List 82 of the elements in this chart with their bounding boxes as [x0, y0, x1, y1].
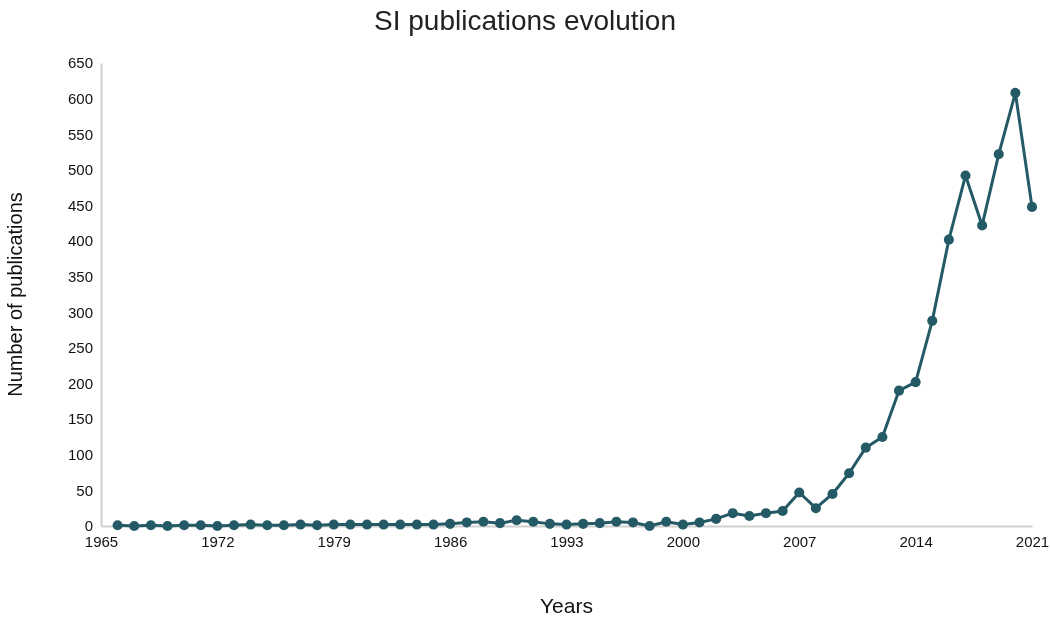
point: [278, 520, 289, 531]
point: [727, 508, 738, 519]
y-tick-label: 650: [67, 54, 93, 72]
y-tick-label: 200: [67, 374, 93, 392]
point: [794, 487, 805, 498]
y-tick-label: 250: [67, 339, 93, 357]
point: [145, 520, 156, 531]
point: [893, 385, 905, 396]
point: [810, 503, 821, 514]
point: [677, 519, 688, 530]
point: [1026, 201, 1038, 212]
point: [578, 518, 589, 529]
x-tick-label: 2000: [666, 532, 701, 550]
point: [312, 520, 323, 531]
y-tick-label: 550: [67, 125, 93, 143]
point: [445, 518, 456, 529]
y-tick-label: 150: [67, 410, 93, 428]
point: [162, 520, 173, 532]
point: [395, 519, 406, 530]
point: [328, 519, 339, 530]
point: [611, 516, 622, 527]
point: [927, 315, 938, 326]
point: [461, 517, 472, 528]
point: [478, 516, 489, 527]
x-tick-label: 1972: [201, 532, 235, 550]
point: [711, 513, 722, 524]
x-tick-label: 1993: [550, 532, 584, 550]
point: [977, 220, 988, 231]
point: [910, 377, 921, 388]
y-tick-label: 450: [67, 196, 93, 214]
chart-title: SI publications evolution: [374, 5, 676, 36]
point: [960, 170, 971, 181]
point: [661, 516, 672, 527]
point: [844, 468, 855, 479]
x-tick-label: 1965: [84, 532, 119, 550]
x-tick-label: 2021: [1015, 532, 1050, 550]
y-tick-label: 500: [67, 161, 93, 179]
point: [411, 519, 422, 530]
point: [827, 488, 838, 499]
x-tick-label: 1979: [317, 532, 351, 550]
point: [993, 149, 1004, 160]
y-tick-label: 0: [84, 517, 93, 535]
y-tick-label: 300: [67, 303, 93, 321]
point: [860, 442, 871, 453]
point: [428, 519, 439, 530]
point: [561, 519, 572, 530]
point: [511, 515, 522, 526]
point: [295, 519, 306, 530]
point: [245, 519, 256, 530]
x-tick-label: 2007: [783, 532, 817, 550]
y-tick-label: 350: [67, 267, 93, 285]
point: [228, 520, 240, 531]
y-tick-label: 600: [67, 89, 93, 107]
point: [760, 508, 772, 519]
point: [262, 520, 273, 531]
point: [112, 520, 123, 531]
point: [528, 516, 539, 527]
point: [877, 431, 888, 442]
point: [694, 517, 705, 528]
point: [1010, 87, 1021, 98]
point: [195, 520, 206, 531]
y-tick-label: 400: [67, 232, 93, 250]
point: [544, 518, 555, 529]
y-tick-label: 50: [76, 481, 93, 499]
point: [179, 520, 190, 531]
point: [744, 510, 755, 522]
point: [943, 234, 954, 245]
point: [345, 519, 356, 530]
point: [494, 518, 506, 529]
point: [644, 520, 655, 532]
point: [594, 518, 605, 529]
point: [627, 517, 639, 528]
x-axis-title: Years: [540, 594, 593, 617]
x-tick-label: 2014: [899, 532, 933, 550]
y-tick-label: 100: [67, 446, 93, 464]
point: [212, 520, 223, 532]
point: [378, 519, 389, 530]
point: [129, 520, 140, 532]
point: [361, 519, 373, 530]
x-tick-label: 1986: [433, 532, 468, 550]
point: [777, 506, 788, 517]
y-axis-title: Number of publications: [4, 192, 26, 397]
